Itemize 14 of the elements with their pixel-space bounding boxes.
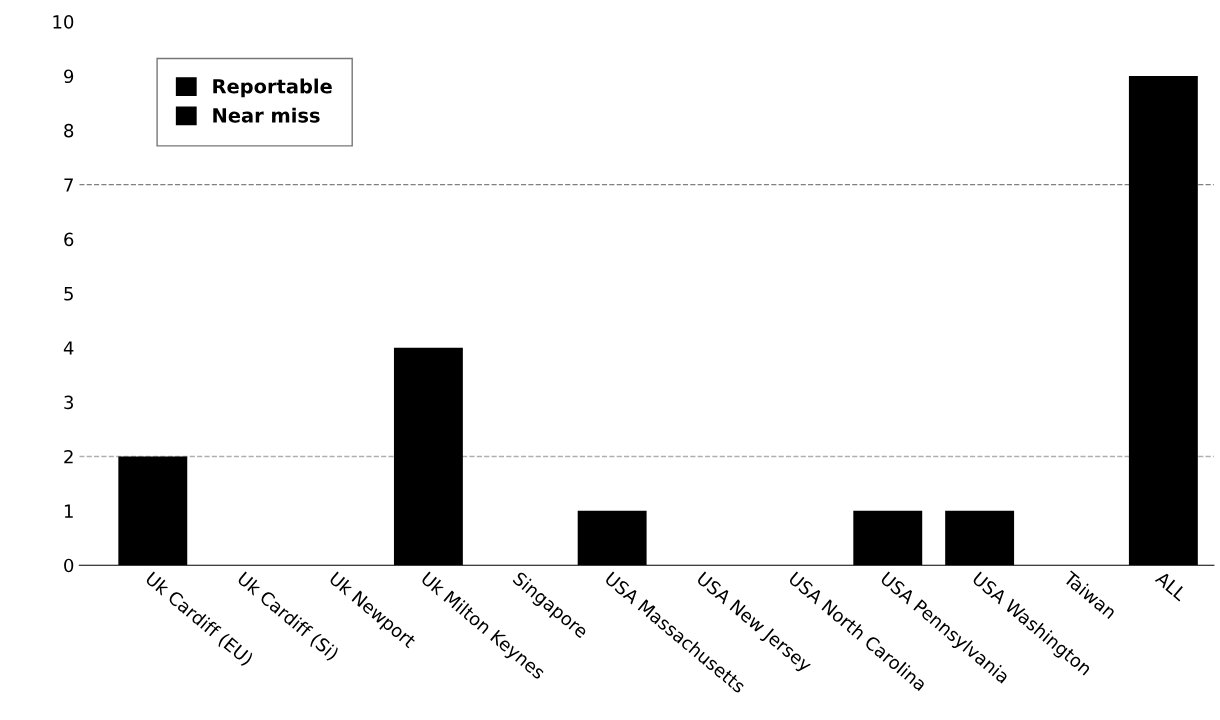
- legend-label: Near miss: [213, 107, 320, 123]
- y-tick-label: 4: [63, 341, 74, 355]
- y-tick-label: 3: [64, 395, 73, 410]
- y-tick-label: 8: [64, 123, 74, 138]
- y-tick-label: 9: [64, 69, 74, 84]
- y-tick-label: 10: [53, 15, 74, 29]
- y-tick-label: 6: [64, 232, 74, 247]
- x-tick-label: ALL: [1154, 570, 1188, 602]
- y-tick-label: 0: [64, 558, 74, 573]
- legend-label: Reportable: [213, 78, 332, 98]
- y-tick-label: 2: [64, 449, 73, 464]
- y-tick-label: 7: [64, 178, 73, 192]
- y-tick-label: 1: [64, 504, 73, 518]
- y-tick-label: 5: [64, 287, 73, 301]
